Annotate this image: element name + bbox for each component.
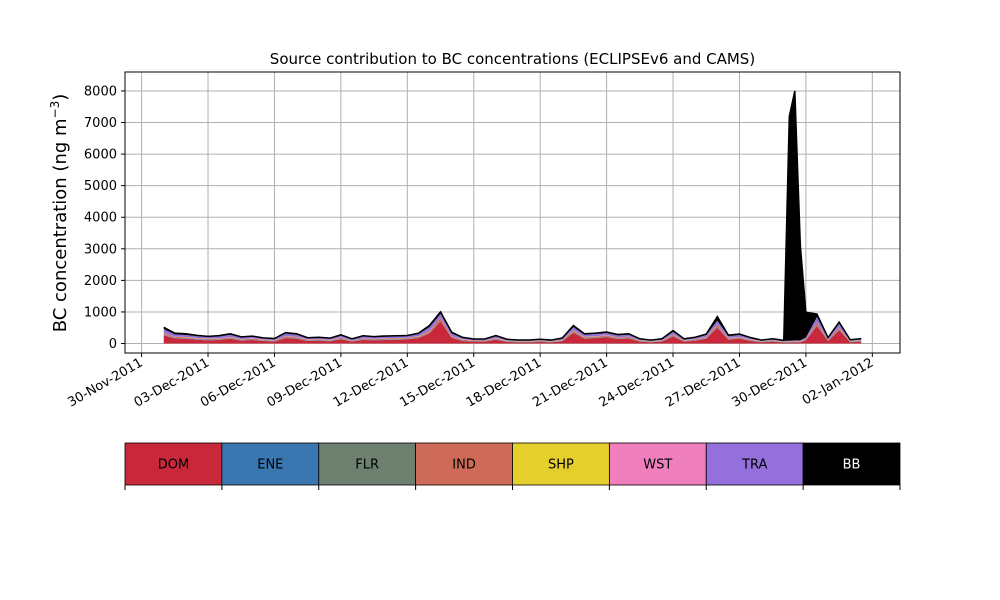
y-tick-label: 1000 bbox=[84, 305, 117, 320]
area-dom bbox=[163, 321, 862, 344]
legend-label-wst: WST bbox=[643, 458, 672, 473]
legend-swatch-tra bbox=[705, 442, 804, 486]
legend-label-bb: BB bbox=[843, 458, 861, 473]
legend-label-shp: SHP bbox=[548, 458, 574, 473]
y-tick-label: 0 bbox=[109, 337, 117, 352]
y-tick-label: 6000 bbox=[84, 148, 117, 163]
legend-swatch-bb bbox=[802, 442, 901, 486]
y-tick-label: 4000 bbox=[84, 211, 117, 226]
legend-label-dom: DOM bbox=[158, 458, 189, 473]
y-tick-label: 3000 bbox=[84, 242, 117, 257]
legend-label-flr: FLR bbox=[355, 458, 379, 473]
y-tick-label: 8000 bbox=[84, 84, 117, 99]
legend-swatch-ene bbox=[221, 442, 320, 486]
legend-swatch-dom bbox=[124, 442, 223, 486]
plot-frame bbox=[124, 71, 901, 354]
y-axis-ticks: 0 1000 2000 3000 4000 5000 6000 7000 8000 bbox=[84, 84, 125, 352]
legend-swatch-ind bbox=[415, 442, 513, 486]
y-tick-label: 5000 bbox=[84, 179, 117, 194]
x-tick-label: 30-Dec-2011 bbox=[729, 355, 809, 410]
legend-colorbar: DOM ENE FLR IND SHP WST TRA BB bbox=[124, 442, 901, 490]
total-line-layer bbox=[163, 90, 862, 342]
stacked-areas bbox=[163, 90, 862, 344]
chart-title: Source contribution to BC concentrations… bbox=[270, 50, 755, 68]
y-axis-label-suffix: ) bbox=[50, 94, 71, 101]
x-axis-ticks: 30-Nov-201103-Dec-201106-Dec-201109-Dec-… bbox=[65, 353, 876, 411]
area-tra bbox=[163, 313, 862, 342]
legend-label-tra: TRA bbox=[741, 458, 767, 473]
x-tick-label: 02-Jan-2012 bbox=[800, 355, 877, 408]
y-axis-label-prefix: BC concentration (ng m bbox=[50, 118, 71, 332]
y-axis-label-exponent: −3 bbox=[48, 101, 62, 119]
legend-label-ind: IND bbox=[452, 458, 476, 473]
area-bb bbox=[163, 90, 862, 341]
y-tick-label: 2000 bbox=[84, 274, 117, 289]
legend-swatch-flr bbox=[318, 442, 417, 486]
legend-swatch-wst bbox=[608, 442, 707, 486]
y-axis-label: BC concentration (ng m−3) bbox=[48, 94, 71, 333]
legend-label-ene: ENE bbox=[257, 458, 283, 473]
y-tick-label: 7000 bbox=[84, 116, 117, 131]
total-line bbox=[163, 90, 862, 342]
